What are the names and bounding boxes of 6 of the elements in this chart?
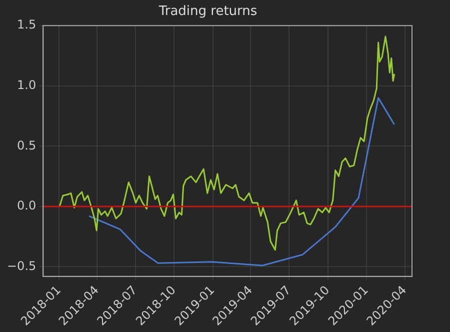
y-tick-label: 1.0 <box>17 78 36 92</box>
y-tick-label: −0.5 <box>7 258 36 273</box>
y-tick-label: 0.0 <box>17 198 36 213</box>
y-tick-label: 0.5 <box>17 138 36 152</box>
chart-title: Trading returns <box>158 4 258 20</box>
y-tick-label: 1.5 <box>17 18 36 32</box>
